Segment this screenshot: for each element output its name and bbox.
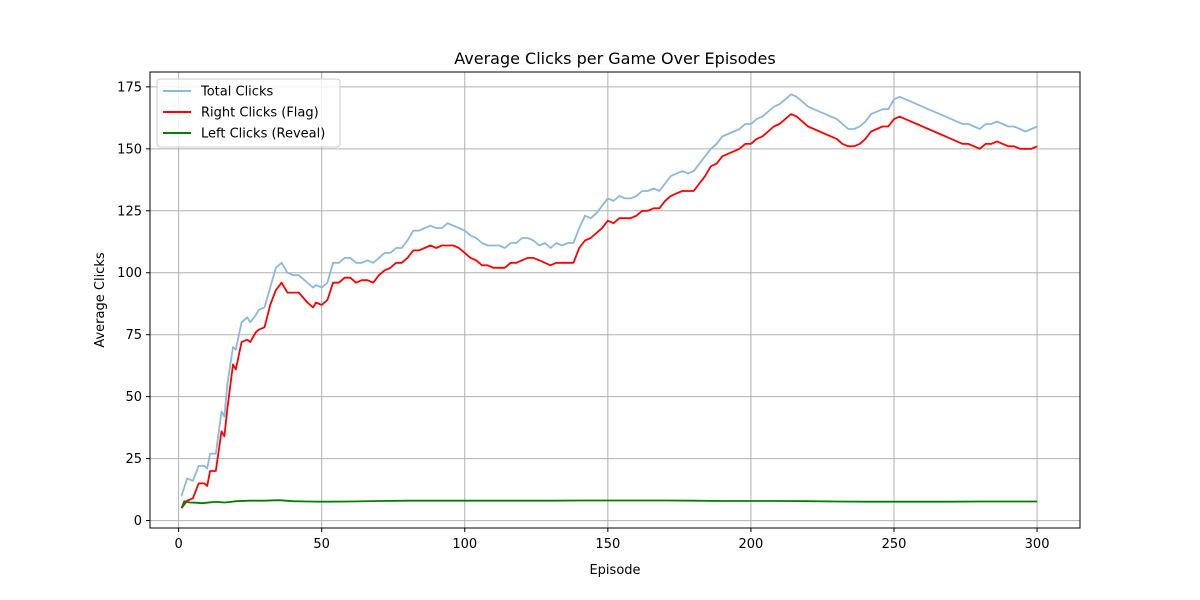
chart-title: Average Clicks per Game Over Episodes — [454, 49, 775, 68]
x-tick-label: 100 — [452, 537, 477, 552]
x-axis: 0 50 100 150 200 250 300 — [174, 528, 1049, 552]
x-tick-label: 200 — [739, 537, 764, 552]
x-axis-label: Episode — [589, 563, 640, 578]
y-tick-label: 125 — [117, 204, 142, 219]
y-tick-label: 25 — [125, 452, 142, 467]
legend: Total Clicks Right Clicks (Flag) Left Clic… — [156, 78, 341, 148]
y-tick-label: 0 — [134, 514, 142, 529]
plot-frame — [149, 71, 1081, 529]
y-tick-label: 100 — [117, 266, 142, 281]
series-line-right-clicks-flag — [180, 113, 1038, 509]
series-line-left-clicks-reveal — [180, 499, 1038, 509]
series-line-total-clicks — [180, 93, 1038, 497]
x-tick-label: 150 — [595, 537, 620, 552]
legend-label-right-clicks-flag: Right Clicks (Flag) — [201, 106, 319, 121]
y-tick-label: 50 — [125, 390, 142, 405]
series-lines — [180, 93, 1038, 509]
y-tick-label: 150 — [117, 142, 142, 157]
y-axis-label: Average Clicks — [93, 252, 108, 347]
x-tick-label: 50 — [313, 537, 330, 552]
legend-box — [156, 78, 341, 148]
legend-label-left-clicks-reveal: Left Clicks (Reveal) — [201, 127, 325, 142]
x-tick-label: 0 — [174, 537, 182, 552]
legend-label-total-clicks: Total Clicks — [200, 85, 273, 100]
x-tick-label: 250 — [882, 537, 907, 552]
y-axis: 0 25 50 75 100 125 150 175 — [117, 80, 150, 529]
x-tick-label: 300 — [1025, 537, 1050, 552]
y-tick-label: 175 — [117, 80, 142, 95]
y-tick-label: 75 — [125, 328, 142, 343]
